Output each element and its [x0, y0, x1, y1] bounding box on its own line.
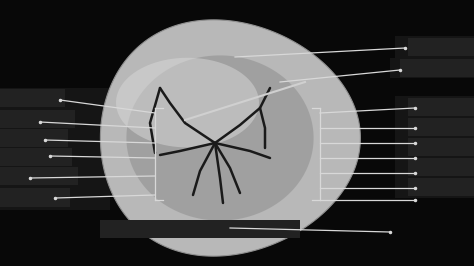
Bar	[0, 110, 75, 128]
Bar	[395, 117, 474, 138]
Bar	[400, 59, 474, 77]
Bar	[0, 190, 110, 210]
Bar	[408, 178, 474, 196]
Bar	[0, 130, 100, 150]
Bar	[408, 38, 474, 56]
Polygon shape	[116, 58, 259, 147]
Bar	[0, 89, 65, 107]
Bar	[395, 36, 474, 58]
Bar	[390, 58, 474, 78]
Bar	[395, 96, 474, 118]
Bar	[0, 88, 110, 110]
Bar	[395, 157, 474, 178]
Bar	[0, 170, 125, 190]
Bar	[408, 98, 474, 116]
Polygon shape	[100, 20, 360, 256]
Polygon shape	[127, 55, 314, 221]
Bar	[0, 148, 72, 166]
Bar	[0, 167, 78, 185]
Bar	[395, 137, 474, 158]
Bar	[100, 220, 300, 238]
Bar	[0, 110, 120, 130]
Bar	[0, 150, 115, 170]
Bar	[408, 138, 474, 156]
Bar	[408, 118, 474, 136]
Bar	[0, 188, 70, 207]
Bar	[0, 129, 68, 147]
Bar	[395, 177, 474, 198]
Bar	[408, 158, 474, 176]
